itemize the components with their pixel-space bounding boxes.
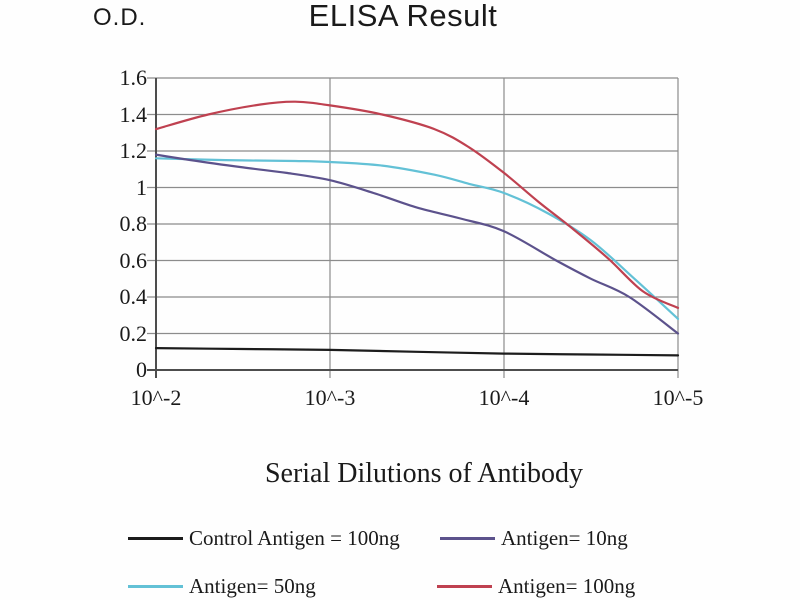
x-tick-label: 10^-3 <box>304 385 356 410</box>
y-tick-label: 1 <box>136 174 147 200</box>
legend-label: Antigen= 10ng <box>501 525 628 550</box>
y-tick-label: 0 <box>136 357 147 382</box>
y-tick-label: 0.2 <box>119 320 148 346</box>
legend-line-swatch <box>128 536 183 540</box>
y-tick-label: 0.6 <box>119 247 148 273</box>
legend-label: Control Antigen = 100ng <box>189 525 400 550</box>
series-line-antigen-10ng <box>154 153 680 335</box>
y-tick-label: 0.4 <box>119 284 148 309</box>
legend-label: Antigen= 100ng <box>498 573 636 598</box>
legend-label: Antigen= 50ng <box>189 573 316 598</box>
x-axis-title: Serial Dilutions of Antibody <box>264 458 584 489</box>
legend-item: Antigen= 50ng <box>128 574 316 598</box>
y-tick-label: 1.2 <box>119 138 148 163</box>
legend-item: Antigen= 100ng <box>437 574 635 598</box>
chart-title: ELISA Result <box>308 0 498 33</box>
legend-line-swatch <box>128 584 183 588</box>
series-line-antigen-100ng <box>154 100 680 309</box>
legend-line-swatch <box>437 584 492 588</box>
y-tick-label: 1.4 <box>119 101 148 127</box>
legend-item: Control Antigen = 100ng <box>128 526 400 550</box>
y-axis-unit-label: O.D. <box>93 4 147 31</box>
legend-item: Antigen= 10ng <box>440 526 628 550</box>
y-tick-label: 0.8 <box>119 211 148 236</box>
x-tick-label: 10^-4 <box>478 385 530 410</box>
y-tick-label: 1.6 <box>119 65 148 90</box>
legend-line-swatch <box>440 536 495 540</box>
series-line-antigen-50ng <box>154 157 680 320</box>
series-line-control-antigen-100ng <box>154 347 680 357</box>
x-tick-label: 10^-2 <box>130 385 182 410</box>
x-tick-label: 10^-5 <box>652 385 704 410</box>
